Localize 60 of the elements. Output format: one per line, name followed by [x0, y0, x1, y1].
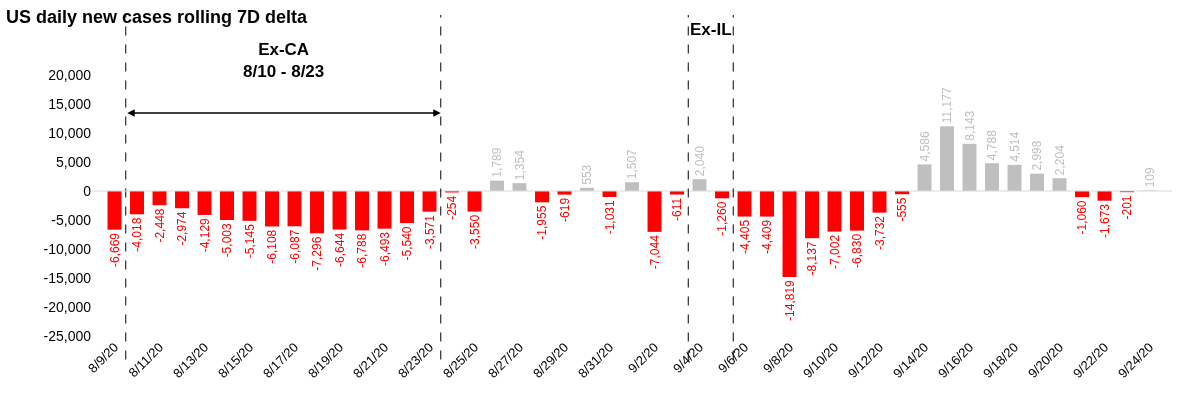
data-label: -6,108	[265, 229, 280, 264]
y-tick-label: 0	[83, 182, 92, 199]
data-label: 4,586	[917, 131, 932, 162]
data-label: -6,830	[850, 233, 865, 268]
data-label: -3,571	[422, 214, 437, 250]
data-label: -1,031	[602, 199, 617, 235]
data-label: -3,732	[872, 215, 887, 250]
data-label: 553	[580, 164, 595, 185]
y-tick-label: 5,000	[55, 153, 92, 170]
chart-title: US daily new cases rolling 7D delta	[5, 6, 308, 27]
data-label: -4,018	[130, 217, 145, 252]
y-tick-label: -15,000	[43, 269, 92, 286]
data-label: -7,002	[827, 234, 842, 269]
y-tick-label: 10,000	[48, 124, 92, 141]
y-tick-label: -25,000	[43, 327, 92, 344]
y-tick-label: -5,000	[51, 211, 92, 228]
data-label: 1,789	[490, 147, 505, 178]
data-label: -619	[557, 197, 572, 222]
data-label: 2,040	[692, 145, 707, 177]
y-tick-label: -10,000	[43, 240, 92, 257]
data-label: 4,788	[985, 129, 1000, 161]
data-label: 8,143	[962, 110, 977, 141]
data-label: -1,673	[1097, 203, 1112, 239]
data-label: 1,507	[625, 148, 640, 180]
data-label: -7,044	[647, 234, 662, 270]
data-label: -1,955	[535, 205, 550, 240]
data-label: -5,540	[400, 226, 415, 261]
data-label: -201	[1120, 195, 1135, 220]
data-label: -254	[445, 195, 460, 220]
data-label: -2,448	[152, 208, 167, 243]
data-label: 11,177	[940, 87, 955, 124]
data-label: -611	[670, 197, 685, 221]
data-label: -14,819	[782, 279, 797, 321]
data-label: -8,137	[805, 241, 820, 276]
data-label: -6,669	[107, 232, 122, 268]
data-label: 2,998	[1030, 140, 1045, 171]
data-label: 4,514	[1007, 131, 1022, 162]
data-label: -4,409	[760, 219, 775, 254]
data-label: -4,405	[737, 219, 752, 254]
data-label: -6,087	[287, 229, 302, 264]
data-label: 109	[1142, 167, 1157, 188]
data-label: -7,296	[310, 236, 325, 271]
data-label: -5,145	[242, 223, 257, 259]
data-label: -3,550	[467, 214, 482, 249]
data-label: -2,974	[175, 211, 190, 246]
data-label: -6,644	[332, 232, 347, 267]
y-tick-label: 20,000	[48, 66, 92, 83]
data-label: 1,354	[512, 149, 527, 181]
data-label: -1,060	[1075, 200, 1090, 235]
annotation: Ex-CA 8/10 - 8/23	[243, 40, 325, 82]
data-label: -6,493	[377, 231, 392, 267]
data-label: -1,260	[715, 201, 730, 236]
data-label: -6,788	[355, 233, 370, 268]
data-label: -5,003	[220, 223, 235, 258]
data-label: 2,204	[1052, 144, 1067, 176]
y-tick-label: 15,000	[48, 95, 92, 112]
text: Ex-IL	[690, 20, 732, 39]
data-label: -4,129	[197, 217, 212, 253]
y-tick-label: -20,000	[43, 298, 92, 315]
data-label: -555	[895, 197, 910, 222]
